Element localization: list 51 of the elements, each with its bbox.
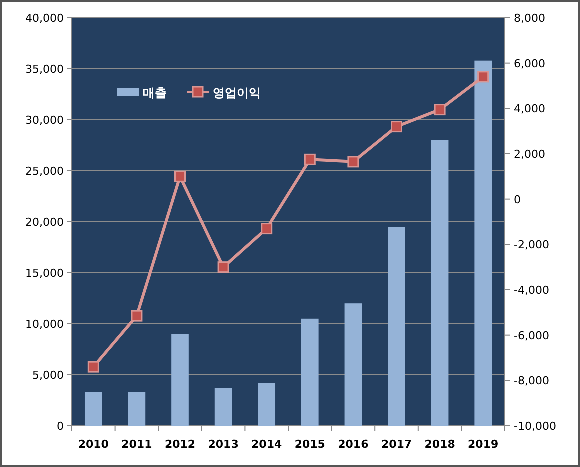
bar (301, 318, 319, 426)
x-tick-label: 2017 (381, 438, 412, 451)
x-tick-label: 2011 (122, 438, 152, 451)
y2-tick-label: -6,000 (514, 329, 550, 342)
y-tick-label: 10,000 (26, 318, 64, 331)
y-tick-label: 30,000 (26, 114, 64, 127)
point (218, 262, 230, 274)
point (174, 170, 186, 182)
y-tick-label: 5,000 (32, 369, 64, 382)
y2-tick-label: -10,000 (514, 420, 556, 433)
bar (431, 140, 449, 426)
bar (172, 334, 189, 426)
point (348, 156, 360, 168)
bar (84, 392, 102, 426)
y-tick-label: 25,000 (26, 165, 64, 178)
point (131, 310, 143, 322)
point (478, 71, 490, 83)
legend-label: 영업이익 (213, 86, 261, 100)
y2-tick-label: 0 (514, 193, 521, 206)
point (434, 104, 446, 116)
y2-tick-label: 6,000 (514, 57, 546, 70)
x-tick-label: 2012 (164, 438, 196, 451)
x-tick-label: 2010 (78, 438, 110, 451)
y-tick-label: 35,000 (26, 63, 64, 76)
legend-label: 매출 (143, 86, 167, 100)
y2-tick-label: 8,000 (514, 12, 546, 25)
bar (128, 392, 146, 426)
y2-tick-label: -4,000 (514, 284, 550, 297)
y-tick-label: 40,000 (26, 12, 64, 25)
point (304, 154, 316, 166)
x-tick-label: 2016 (338, 438, 370, 451)
bar (258, 383, 276, 426)
y2-tick-label: -8,000 (514, 374, 550, 388)
y-tick-label: 20,000 (26, 216, 64, 229)
x-tick-label: 2018 (424, 438, 456, 451)
bar (344, 304, 362, 426)
point (391, 121, 402, 133)
point (261, 223, 273, 235)
bar (474, 60, 492, 426)
point (88, 361, 100, 373)
y2-tick-label: -2,000 (514, 238, 550, 252)
bar (388, 227, 406, 426)
x-tick-label: 2015 (294, 438, 326, 451)
y-tick-label: 15,000 (26, 267, 64, 280)
x-tick-label: 2013 (208, 438, 239, 451)
y2-tick-label: 2,000 (514, 148, 546, 161)
x-tick-label: 2014 (252, 438, 282, 451)
y-tick-label: 0 (57, 420, 64, 433)
x-tick-label: 2019 (468, 438, 499, 451)
bar (214, 388, 232, 426)
y2-tick-label: 4,000 (514, 102, 546, 116)
